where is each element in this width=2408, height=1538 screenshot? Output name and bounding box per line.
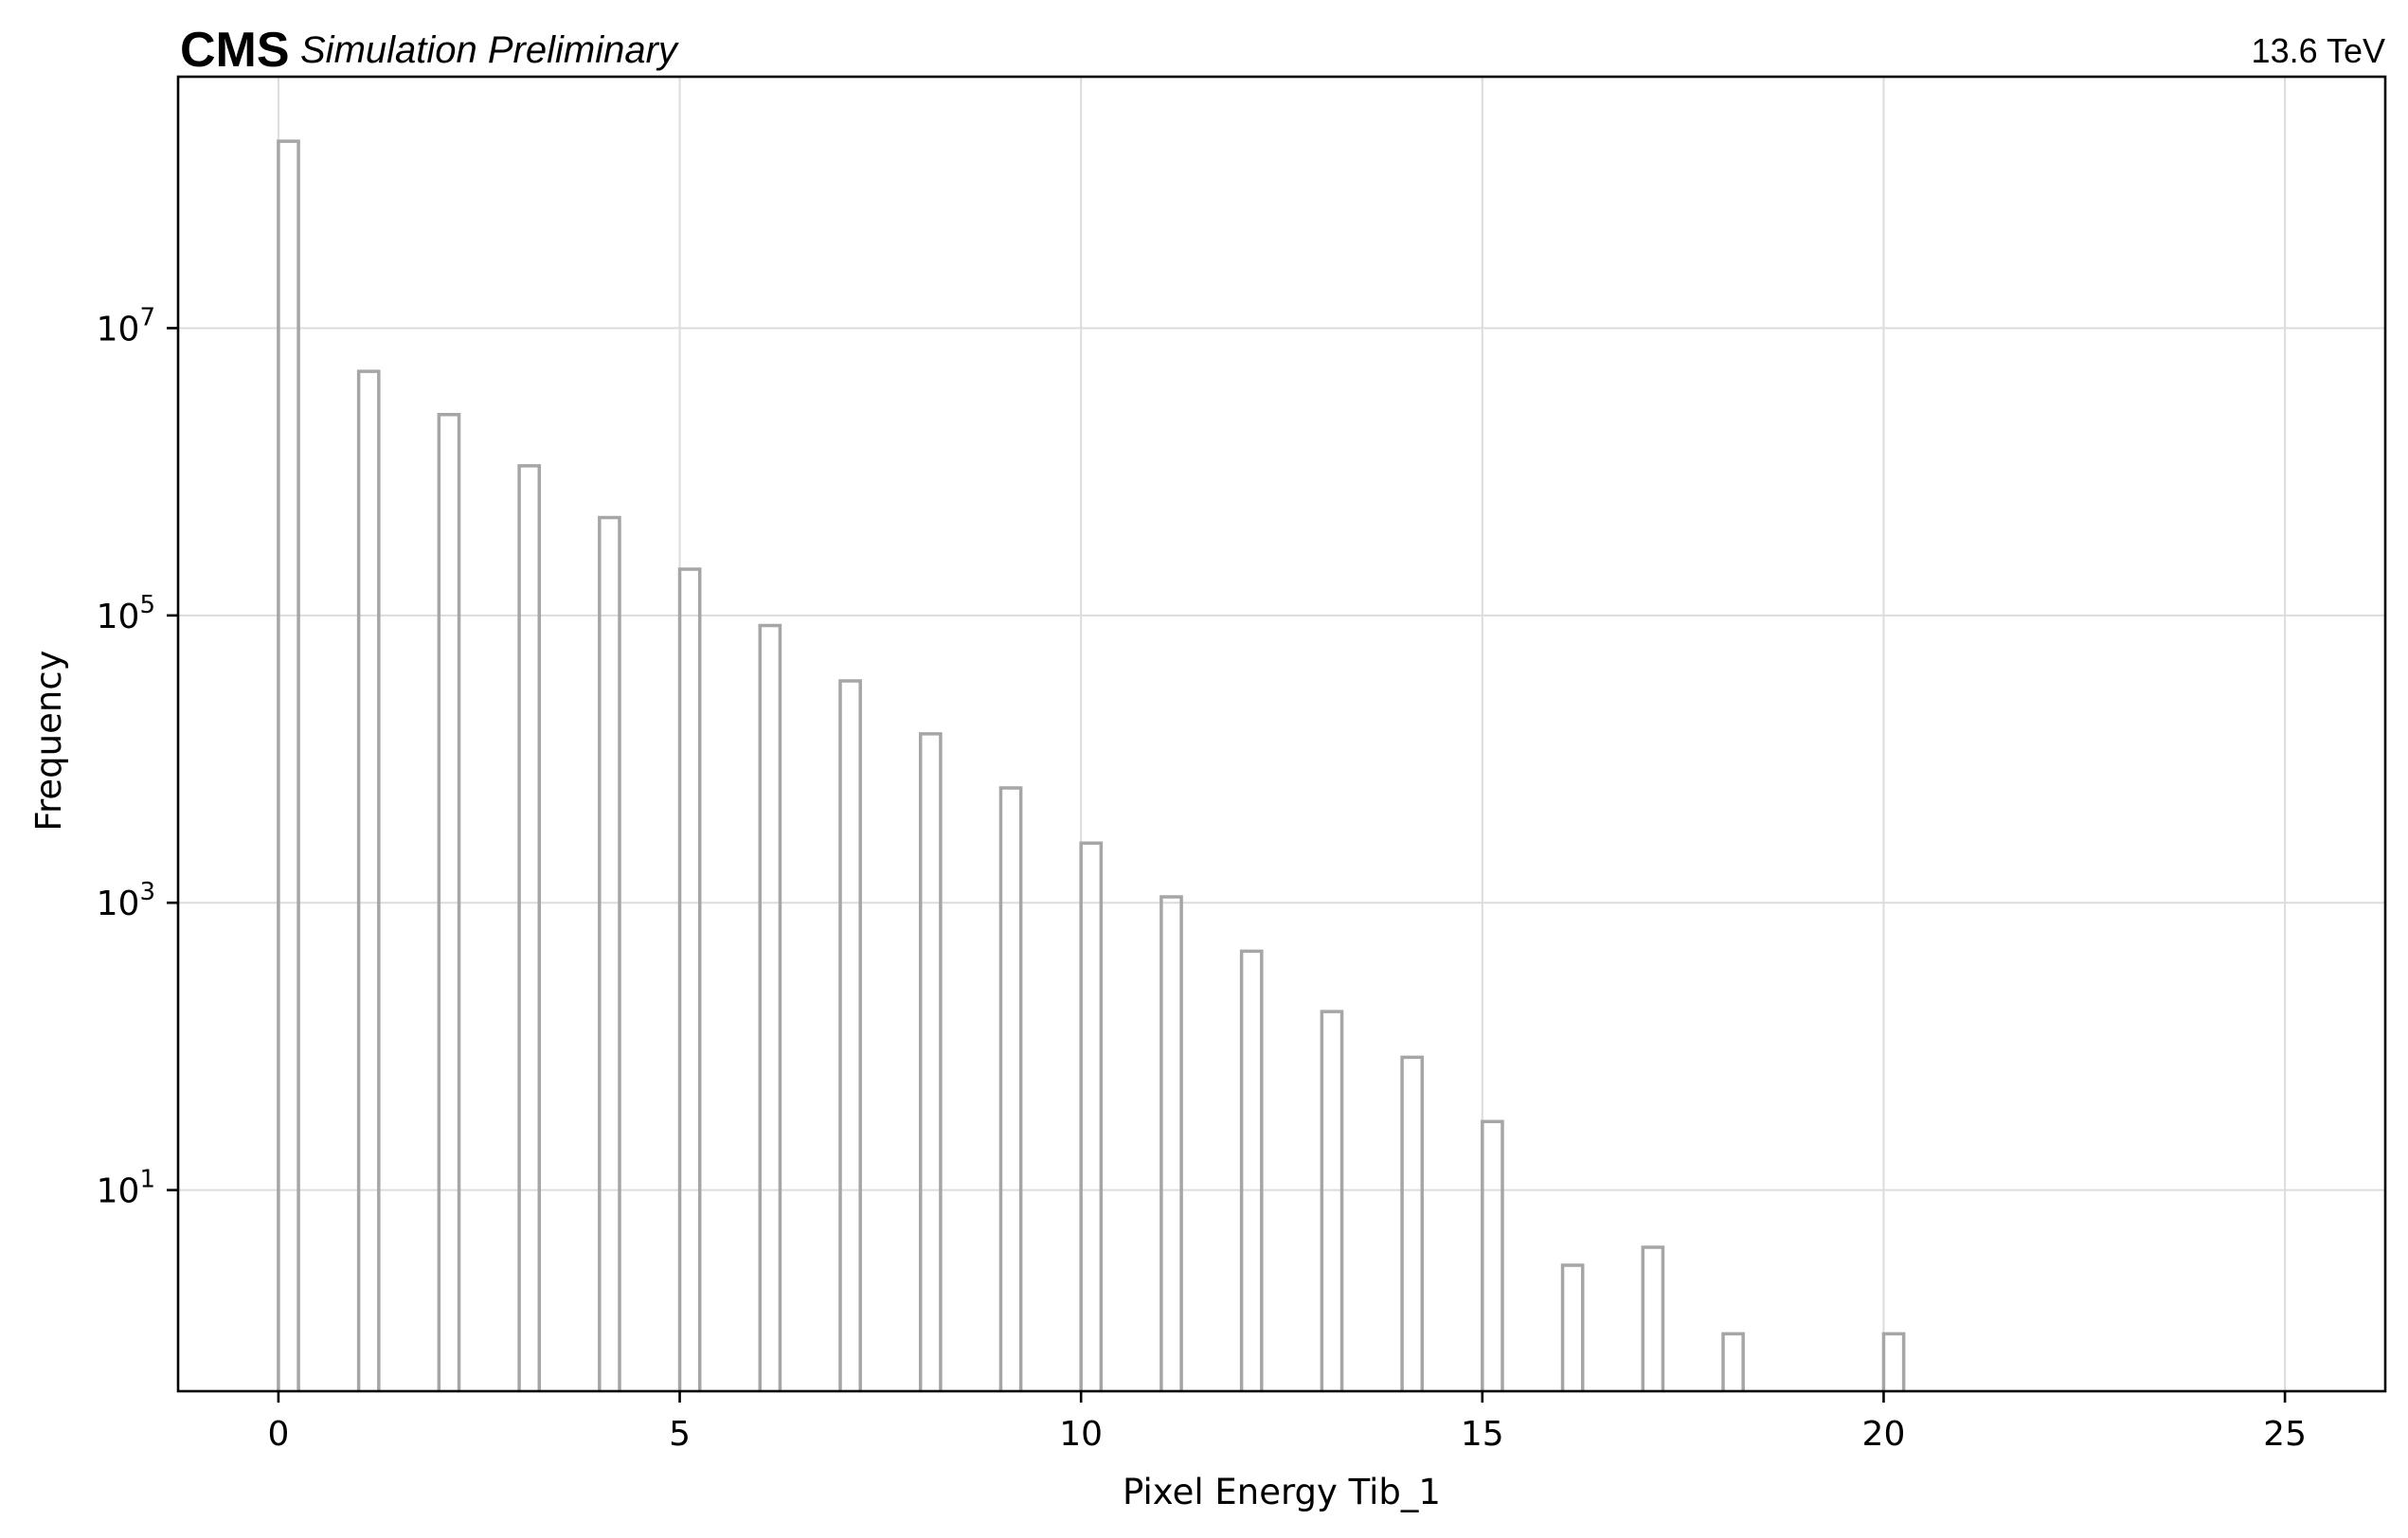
histogram-bar <box>1560 1263 1585 1391</box>
status-label: Simulation Preliminary <box>300 29 680 71</box>
x-tick-label: 10 <box>1059 1415 1103 1454</box>
histogram-bar <box>758 623 782 1391</box>
histogram-bar <box>1641 1245 1665 1391</box>
histogram-bar <box>437 413 461 1391</box>
histogram-bar <box>598 515 621 1391</box>
histogram-bar <box>998 786 1023 1391</box>
experiment-label: CMS <box>180 23 290 78</box>
y-tick-label: 101 <box>97 1166 155 1211</box>
energy-label: 13.6 TeV <box>2252 31 2385 70</box>
histogram-bar <box>517 464 542 1391</box>
x-axis-ticks: 0 5 10 15 20 25 <box>267 1391 2307 1454</box>
histogram-bars <box>277 139 1906 1391</box>
histogram-bar <box>1881 1332 1906 1391</box>
grid <box>178 77 2385 1391</box>
y-tick-label: 107 <box>97 303 155 349</box>
x-tick-label: 25 <box>2263 1415 2307 1454</box>
histogram-bar <box>1481 1119 1504 1391</box>
y-axis-label: Frequency <box>28 650 69 831</box>
plot-frame <box>176 75 2387 1393</box>
histogram-bar <box>1320 1010 1344 1391</box>
histogram-bar <box>356 369 381 1391</box>
histogram-bar <box>1400 1055 1425 1391</box>
chart-header: CMS Simulation Preliminary 13.6 TeV <box>180 23 2385 78</box>
histogram-bar <box>918 732 943 1391</box>
x-tick-label: 5 <box>669 1415 691 1454</box>
y-axis-ticks: 101 103 105 107 <box>97 303 178 1211</box>
y-tick-label: 105 <box>97 591 155 636</box>
histogram-bar <box>1079 841 1104 1391</box>
histogram-bar <box>677 567 702 1391</box>
histogram-bar <box>1159 895 1183 1391</box>
y-tick-label: 103 <box>97 878 155 923</box>
histogram-bar <box>1239 949 1264 1391</box>
x-tick-label: 15 <box>1461 1415 1504 1454</box>
x-tick-label: 20 <box>1862 1415 1906 1454</box>
x-tick-label: 0 <box>267 1415 289 1454</box>
histogram-bar <box>838 679 862 1391</box>
histogram-bar <box>277 139 300 1391</box>
histogram-bar <box>1721 1332 1745 1391</box>
x-axis-label: Pixel Energy Tib_1 <box>1123 1472 1441 1512</box>
